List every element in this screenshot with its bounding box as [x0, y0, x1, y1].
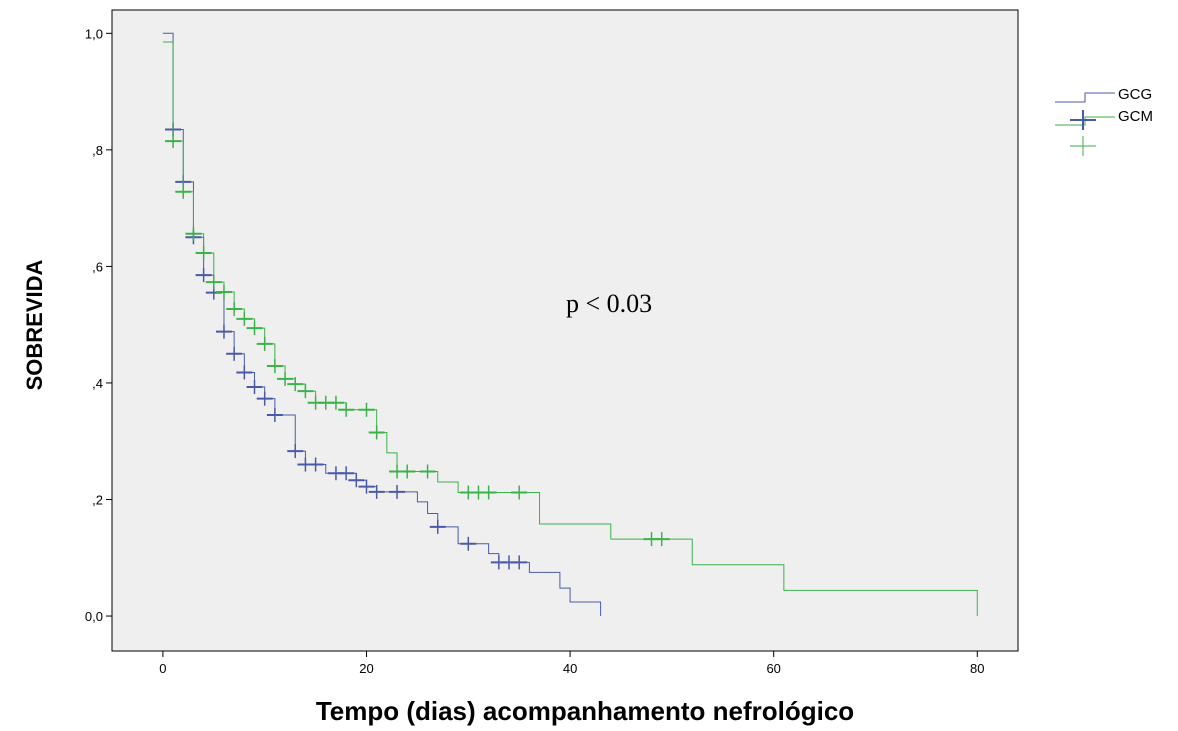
legend-censor-marker-gcg [1070, 110, 1096, 130]
censor-mark-gcg [368, 484, 385, 499]
x-tick-label: 60 [766, 661, 780, 676]
censor-mark-gcm [358, 402, 375, 417]
censor-mark-gcm [256, 336, 273, 351]
censor-mark-gcg [215, 324, 232, 339]
censor-mark-gcg [226, 346, 243, 361]
censor-mark-gcg [358, 479, 375, 494]
censor-mark-gcm [480, 485, 497, 500]
censor-mark-gcm [419, 464, 436, 479]
censor-mark-gcm [215, 285, 232, 300]
censor-mark-gcg [246, 380, 263, 395]
censor-mark-gcm [511, 485, 528, 500]
y-tick-label: ,8 [92, 143, 103, 158]
y-tick-label: ,4 [92, 376, 103, 391]
censor-mark-gcm [165, 134, 182, 149]
censor-mark-gcg [266, 407, 283, 422]
series-gcm [162, 41, 978, 617]
legend: GCG GCM [1055, 86, 1153, 156]
x-tick-label: 0 [159, 661, 166, 676]
censor-mark-gcm [175, 184, 192, 199]
y-axis-label: SOBREVIDA [22, 259, 47, 390]
censor-mark-gcg [460, 536, 477, 551]
legend-label-gcm: GCM [1118, 108, 1153, 125]
censor-mark-gcm [277, 371, 294, 386]
censor-mark-gcg [338, 466, 355, 481]
censor-mark-gcm [399, 464, 416, 479]
censor-mark-gcm [246, 321, 263, 336]
legend-line-gcg [1055, 92, 1115, 103]
censor-mark-gcm [327, 395, 344, 410]
plot-area [111, 9, 1019, 652]
censor-mark-gcg [348, 473, 365, 488]
censor-mark-gcm [287, 377, 304, 392]
censor-mark-gcm [205, 275, 222, 290]
censor-mark-gcm [338, 402, 355, 417]
y-tick-label: 1,0 [85, 26, 103, 41]
legend-censor-marker-gcm [1070, 136, 1096, 156]
censor-mark-gcm [653, 532, 670, 547]
censor-mark-gcg [389, 484, 406, 499]
censor-mark-gcm [226, 301, 243, 316]
y-tick-label: 0,0 [85, 609, 103, 624]
censor-mark-gcg [511, 555, 528, 570]
censor-mark-gcg [256, 391, 273, 406]
legend-item-gcm: GCM [1055, 108, 1153, 126]
p-value-annotation: p < 0.03 [566, 289, 652, 318]
censor-mark-gcg [429, 519, 446, 534]
censor-mark-gcm [266, 359, 283, 374]
censor-mark-gcg [287, 444, 304, 459]
y-tick-label: ,2 [92, 492, 103, 507]
y-axis: 0,0 ,2 ,4 ,6 ,8 1,0 [85, 26, 112, 624]
x-axis-label: Tempo (dias) acompanhamento nefrológico [316, 696, 854, 726]
censor-mark-gcm [185, 226, 202, 241]
x-tick-label: 80 [970, 661, 984, 676]
x-tick-label: 20 [359, 661, 373, 676]
censor-mark-gcg [236, 365, 253, 380]
legend-label-gcg: GCG [1118, 86, 1152, 103]
x-axis: 0 20 40 60 80 [159, 651, 985, 676]
censor-mark-gcm [195, 245, 212, 260]
legend-item-gcg: GCG [1055, 86, 1152, 103]
x-tick-label: 40 [563, 661, 577, 676]
y-tick-label: ,6 [92, 259, 103, 274]
censor-mark-gcm [236, 311, 253, 326]
censor-mark-gcm [368, 425, 385, 440]
censor-mark-gcg [307, 457, 324, 472]
censor-mark-gcg [195, 268, 212, 283]
series-layer [162, 32, 978, 617]
censor-mark-gcm [297, 384, 314, 399]
